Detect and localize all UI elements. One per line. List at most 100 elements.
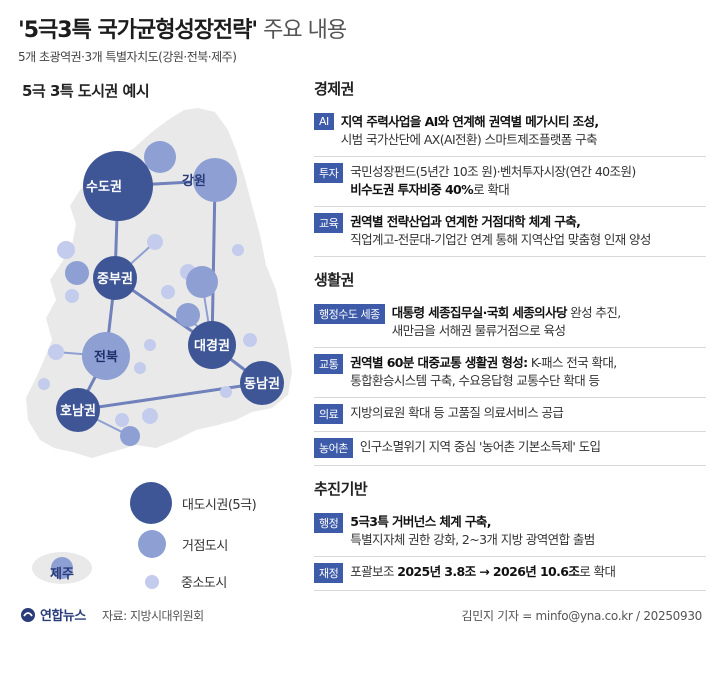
hub-city-node — [193, 158, 237, 202]
economy-row-ai: AI 지역 주력사업을 AI와 연계해 권역별 메가시티 조성, 시범 국가산단… — [314, 107, 706, 157]
section-living-title: 생활권 — [314, 271, 354, 289]
hub-city-node — [176, 303, 200, 327]
label-gangwon: 강원 — [182, 173, 206, 189]
living-row-medical: 의료 지방의료원 확대 등 고품질 의료서비스 공급 — [314, 398, 706, 432]
small-city-node — [144, 339, 156, 351]
living-row-transport: 교통 권역별 60분 대중교통 생활권 형성: K-패스 전국 확대, 통합환승… — [314, 348, 706, 398]
tag-finance: 재정 — [314, 563, 344, 583]
tag-rural: 농어촌 — [314, 438, 353, 458]
korea-map: 수도권 강원 중부권 전북 대경권 동남권 호남권 — [26, 108, 292, 584]
label-dongnam: 동남권 — [244, 376, 280, 392]
living-rural-text: 인구소멸위기 지역 중심 '농어촌 기본소득제' 도입 — [359, 439, 601, 454]
legend-small: 중소도시 — [145, 572, 227, 591]
section-living: 생활권 행정수도 세종 대통령 세종집무실·국회 세종의사당 완성 추진, 새만… — [314, 269, 706, 466]
section-economy-title: 경제권 — [314, 80, 354, 98]
label-jeonbuk: 전북 — [94, 349, 118, 365]
small-city-node — [161, 285, 175, 299]
title-rest: 주요 내용 — [257, 18, 347, 43]
small-city-node — [142, 408, 158, 424]
foundation-row-finance: 재정 포괄보조 2025년 3.8조 → 2026년 10.6조로 확대 — [314, 557, 706, 591]
legend-large-label: 대도시권(5극) — [182, 497, 257, 513]
tag-education: 교육 — [314, 213, 344, 233]
metro-node-dongnam — [240, 361, 284, 405]
metro-node-jungbu — [93, 256, 137, 300]
title-main: '5극3특 국가균형성장전략' — [18, 18, 258, 43]
living-transport-bold: 권역별 60분 대중교통 생활권 형성: — [350, 355, 528, 370]
map-heading: 5극 3특 도시권 예시 — [22, 82, 150, 100]
metro-node-sudo — [83, 151, 153, 221]
tag-investment: 투자 — [314, 163, 344, 183]
living-sejong-text: 대통령 세종집무실·국회 세종의사당 완성 추진, 새만금을 서해권 물류거점으… — [392, 304, 621, 340]
metro-area-nodes — [56, 151, 284, 432]
living-row-rural: 농어촌 인구소멸위기 지역 중심 '농어촌 기본소득제' 도입 — [314, 432, 706, 466]
foundation-finance-normal1: 포괄보조 — [350, 564, 398, 579]
living-transport-normal1: K-패스 전국 확대, — [527, 355, 617, 370]
yonhap-logo-icon — [21, 607, 35, 622]
economy-ai-bold: 지역 주력사업을 AI와 연계해 권역별 메가시티 조성, — [340, 114, 599, 129]
credit-note: 김민지 기자 = minfo@yna.co.kr / 20250930 — [461, 609, 703, 623]
living-sejong-normal2: 새만금을 서해권 물류거점으로 육성 — [391, 323, 566, 338]
small-city-node — [134, 362, 146, 374]
hub-city-node — [186, 266, 218, 298]
hub-city-node — [51, 557, 73, 579]
page-title: '5극3특 국가균형성장전략' 주요 내용 — [18, 12, 347, 44]
living-medical-text: 지방의료원 확대 등 고품질 의료서비스 공급 — [350, 405, 564, 420]
legend-small-dot — [145, 574, 159, 589]
economy-ai-text: 지역 주력사업을 AI와 연계해 권역별 메가시티 조성, 시범 국가산단에 A… — [341, 113, 599, 149]
small-city-node — [147, 234, 163, 250]
economy-education-normal: 직업계고-전문대-기업간 연계 통해 지역산업 맞춤형 인재 양성 — [350, 232, 651, 247]
label-daegyeong: 대경권 — [194, 338, 230, 354]
section-foundation: 추진기반 행정 5극3특 거버넌스 체계 구축, 특별지자체 권한 강화, 2~… — [314, 478, 706, 591]
living-sejong-normal1: 완성 추진, — [566, 305, 621, 320]
small-city-node — [220, 386, 232, 398]
label-sudo: 수도권 — [86, 180, 122, 195]
foundation-admin-text: 5극3특 거버넌스 체계 구축, 특별지자체 권한 강화, 2~3개 지방 광역… — [350, 513, 595, 549]
living-transport-text: 권역별 60분 대중교통 생활권 형성: K-패스 전국 확대, 통합환승시스템… — [350, 354, 617, 390]
living-sejong-bold: 대통령 세종집무실·국회 세종의사당 — [391, 305, 568, 320]
section-foundation-title: 추진기반 — [314, 480, 368, 498]
legend-large: 대도시권(5극) — [130, 482, 257, 524]
small-city-node — [232, 244, 244, 256]
economy-row-education: 교육 권역별 전략산업과 연계한 거점대학 체계 구축, 직업계고-전문대-기업… — [314, 207, 706, 257]
economy-ai-normal: 시범 국가산단에 AX(AI전환) 스마트제조플랫폼 구축 — [340, 132, 598, 147]
foundation-finance-text: 포괄보조 2025년 3.8조 → 2026년 10.6조로 확대 — [350, 563, 616, 581]
legend-large-dot — [130, 482, 172, 524]
legend-medium-label: 거점도시 — [182, 538, 228, 554]
label-jungbu: 중부권 — [97, 272, 133, 287]
legend-small-label: 중소도시 — [181, 576, 227, 591]
source-note: 자료: 지방시대위원회 — [102, 609, 204, 623]
hub-city-nodes — [51, 141, 237, 579]
yonhap-logo: 연합뉴스 — [20, 605, 86, 624]
economy-investment-text: 국민성장펀드(5년간 10조 원)·벤처투자시장(연간 40조원) 비수도권 투… — [350, 163, 636, 199]
small-city-node — [38, 378, 50, 390]
link-honam-dongnam — [77, 381, 263, 412]
legend-medium-dot — [138, 530, 166, 558]
living-transport-normal2: 통합환승시스템 구축, 수요응답형 교통수단 확대 등 — [350, 373, 600, 388]
tag-ai: AI — [314, 113, 334, 130]
small-city-node — [48, 344, 64, 360]
hub-city-node — [65, 261, 89, 285]
page-subtitle: 5개 초광역권·3개 특별자치도(강원·전북·제주) — [18, 50, 237, 64]
link-gangwon-daegyeong — [210, 181, 217, 346]
tag-sejong: 행정수도 세종 — [314, 304, 385, 324]
foundation-admin-bold: 5극3특 거버넌스 체계 구축, — [350, 514, 491, 529]
economy-investment-bold: 비수도권 투자비중 40% — [350, 182, 474, 197]
economy-education-text: 권역별 전략산업과 연계한 거점대학 체계 구축, 직업계고-전문대-기업간 연… — [350, 213, 651, 249]
tag-medical: 의료 — [314, 404, 344, 424]
hub-city-node — [120, 426, 140, 446]
living-row-sejong: 행정수도 세종 대통령 세종집무실·국회 세종의사당 완성 추진, 새만금을 서… — [314, 298, 706, 348]
foundation-finance-normal2: 로 확대 — [579, 564, 616, 579]
economy-investment-normal1: 국민성장펀드(5년간 10조 원)·벤처투자시장(연간 40조원) — [350, 164, 636, 179]
label-honam: 호남권 — [60, 403, 96, 419]
small-city-node — [243, 333, 257, 347]
small-city-node — [65, 289, 79, 303]
foundation-finance-bold: 2025년 3.8조 → 2026년 10.6조 — [397, 564, 580, 579]
small-city-nodes — [38, 234, 257, 427]
hub-city-node — [82, 332, 130, 380]
tag-transport: 교통 — [314, 354, 344, 374]
section-economy: 경제권 AI 지역 주력사업을 AI와 연계해 권역별 메가시티 조성, 시범 … — [314, 78, 706, 257]
hub-city-node — [144, 141, 176, 173]
economy-investment-normal2: 로 확대 — [473, 182, 510, 197]
foundation-row-admin: 행정 5극3특 거버넌스 체계 구축, 특별지자체 권한 강화, 2~3개 지방… — [314, 507, 706, 557]
yonhap-logo-text: 연합뉴스 — [40, 609, 86, 624]
